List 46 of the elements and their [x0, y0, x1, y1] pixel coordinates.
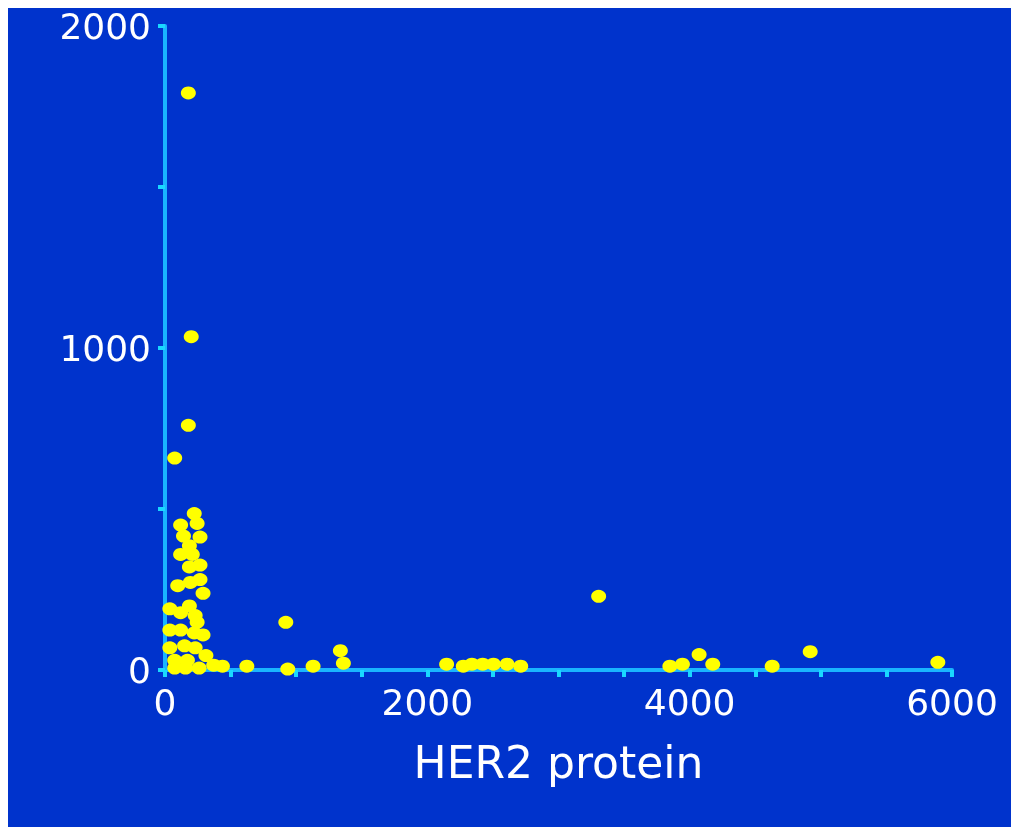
point	[439, 657, 455, 671]
point	[802, 645, 818, 659]
point	[192, 558, 208, 572]
x-tick-label: 0	[153, 681, 177, 723]
point	[278, 615, 294, 629]
point	[195, 586, 211, 600]
point	[591, 589, 607, 603]
point	[180, 418, 196, 432]
point	[195, 628, 211, 642]
point	[198, 649, 214, 663]
point	[170, 579, 186, 593]
point	[691, 648, 707, 662]
point	[280, 662, 296, 676]
point	[173, 623, 189, 637]
point	[187, 641, 203, 655]
point	[191, 661, 207, 675]
point	[173, 518, 189, 532]
point	[176, 529, 191, 543]
point	[513, 659, 529, 673]
point	[189, 516, 205, 530]
point	[332, 644, 348, 658]
point	[930, 655, 946, 669]
point	[305, 659, 321, 673]
y-tick-label: 0	[128, 649, 151, 691]
y-tick-label: 2000	[59, 5, 151, 47]
point	[499, 657, 515, 671]
x-tick-label: 2000	[381, 681, 474, 723]
point	[662, 659, 678, 673]
point	[184, 547, 200, 561]
x-axis-title: HER2 protein	[413, 736, 704, 788]
point	[764, 659, 780, 673]
y-tick-label: 1000	[59, 327, 151, 369]
point	[189, 615, 205, 629]
x-tick-label: 6000	[906, 681, 998, 723]
point	[162, 641, 178, 655]
point	[192, 530, 208, 544]
x-tick-label: 4000	[643, 681, 736, 723]
point	[239, 659, 255, 673]
point	[167, 451, 183, 465]
point	[674, 657, 690, 671]
point	[183, 330, 199, 344]
point	[192, 573, 208, 587]
point	[335, 656, 351, 670]
point	[705, 657, 721, 671]
point	[180, 86, 196, 100]
point	[181, 599, 197, 613]
